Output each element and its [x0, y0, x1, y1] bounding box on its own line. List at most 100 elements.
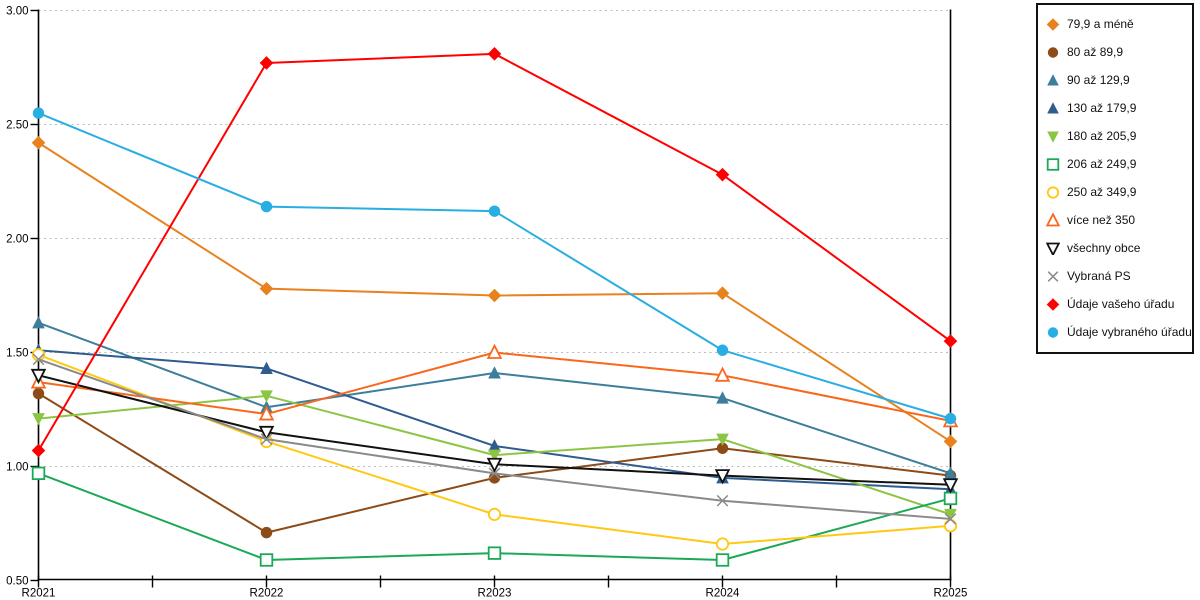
diamond-marker-icon: [1046, 298, 1060, 311]
triangle-down-marker-icon: [1045, 241, 1061, 257]
x-marker-icon: [944, 513, 957, 525]
x-marker-icon: [1046, 269, 1060, 283]
diamond-marker-icon: [1046, 297, 1060, 311]
triangle-down-marker-icon: [942, 478, 959, 494]
triangle-up-marker-icon: [1047, 74, 1059, 86]
legend-item: všechny obce: [1045, 234, 1192, 262]
triangle-down-marker-icon: [30, 368, 47, 385]
legend-item: 79,9 a méně: [1046, 10, 1192, 38]
series-group: [32, 353, 957, 525]
square-marker-icon: [1046, 157, 1060, 171]
diamond-marker-icon: [259, 56, 274, 70]
triangle-down-marker-icon: [716, 433, 729, 446]
circle-marker-icon: [716, 344, 729, 356]
square-marker-icon: [31, 466, 46, 481]
circle-marker-icon: [32, 107, 45, 119]
y-tick-label: 1.50: [6, 348, 28, 360]
legend-item-label: 80 až 89,9: [1067, 45, 1124, 59]
triangle-up-marker-icon: [260, 361, 273, 374]
series-line: [37, 351, 952, 422]
x-tick-label: R2022: [250, 588, 284, 600]
circle-marker-icon: [944, 412, 957, 425]
triangle-down-marker-icon: [1046, 129, 1060, 143]
legend-item: více než 350: [1045, 206, 1192, 234]
diamond-marker-icon: [487, 47, 502, 61]
triangle-up-marker-icon: [1046, 73, 1060, 87]
diamond-marker-icon: [31, 135, 46, 150]
circle-marker-icon: [716, 442, 729, 454]
triangle-up-marker-icon: [944, 466, 957, 479]
legend-item: Údaje vybraného úřadu: [1046, 318, 1192, 346]
diamond-marker-icon: [487, 288, 502, 303]
triangle-up-marker-icon: [32, 316, 45, 329]
y-tick-label: 2.50: [6, 120, 28, 132]
legend-item-label: všechny obce: [1067, 241, 1141, 255]
legend-item-label: Údaje vašeho úřadu: [1067, 297, 1175, 311]
triangle-down-marker-icon: [1047, 131, 1059, 143]
diamond-marker-icon: [943, 334, 958, 348]
circle-marker-icon: [1047, 47, 1059, 58]
legend-item-label: Údaje vybraného úřadu: [1067, 325, 1192, 339]
triangle-up-marker-icon: [714, 366, 731, 382]
legend-item-label: 206 až 249,9: [1067, 157, 1137, 171]
triangle-up-marker-icon: [1045, 212, 1061, 227]
circle-marker-icon: [943, 519, 958, 533]
x-marker-icon: [260, 433, 273, 445]
series-group: [32, 390, 957, 522]
square-marker-icon: [259, 553, 274, 567]
series-group: [31, 135, 958, 449]
legend-item: 180 až 205,9: [1046, 122, 1192, 150]
square-marker-icon: [943, 491, 958, 506]
square-marker-icon: [715, 553, 730, 567]
legend-item: Vybraná PS: [1046, 262, 1192, 290]
triangle-down-marker-icon: [486, 457, 503, 473]
circle-marker-icon: [32, 387, 45, 400]
triangle-up-marker-icon: [1045, 212, 1061, 227]
legend-item-label: 180 až 205,9: [1067, 129, 1137, 143]
circle-marker-icon: [487, 507, 502, 521]
diamond-marker-icon: [31, 443, 46, 458]
y-tick-label: 0.50: [6, 576, 28, 588]
legend-item-label: 79,9 a méně: [1067, 17, 1134, 31]
legend-item-label: 130 až 179,9: [1067, 101, 1137, 115]
legend-item-label: Vybraná PS: [1067, 269, 1131, 283]
circle-marker-icon: [488, 472, 501, 484]
triangle-up-marker-icon: [1047, 102, 1059, 114]
y-tick-label: 1.00: [6, 462, 28, 474]
series-group: [32, 316, 957, 479]
diamond-marker-icon: [1046, 17, 1060, 31]
y-tick-label: 2.00: [6, 234, 28, 246]
circle-marker-icon: [1047, 327, 1059, 338]
legend-item: 80 až 89,9: [1046, 38, 1192, 66]
x-marker-icon: [488, 467, 501, 480]
x-tick-label: R2024: [706, 588, 740, 600]
x-tick-label: R2021: [22, 588, 56, 600]
legend-item: 250 až 349,9: [1046, 178, 1192, 206]
x-marker-icon: [32, 353, 45, 366]
legend-item: 206 až 249,9: [1046, 150, 1192, 178]
series-group: [31, 47, 958, 458]
series-line: [37, 52, 952, 452]
x-marker-icon: [716, 494, 729, 507]
legend-item-label: 90 až 129,9: [1067, 73, 1130, 87]
circle-marker-icon: [1046, 325, 1060, 339]
x-tick-label: R2023: [478, 588, 512, 600]
y-tick-label: 3.00: [6, 6, 28, 18]
triangle-up-marker-icon: [258, 405, 275, 421]
x-marker-icon: [1047, 271, 1059, 282]
chart-legend: 79,9 a méně 80 až 89,9 90 až 129,9 130 až 1…: [1036, 3, 1194, 354]
circle-marker-icon: [1046, 185, 1060, 199]
legend-item: 130 až 179,9: [1046, 94, 1192, 122]
circle-marker-icon: [31, 348, 46, 362]
series-group: [32, 107, 957, 425]
circle-marker-icon: [1046, 186, 1060, 199]
diamond-marker-icon: [943, 434, 958, 449]
series-group: [30, 343, 959, 428]
circle-marker-icon: [260, 526, 273, 539]
series-line: [37, 358, 952, 520]
triangle-down-marker-icon: [258, 425, 275, 442]
triangle-down-marker-icon: [488, 449, 501, 462]
triangle-down-marker-icon: [260, 390, 273, 403]
